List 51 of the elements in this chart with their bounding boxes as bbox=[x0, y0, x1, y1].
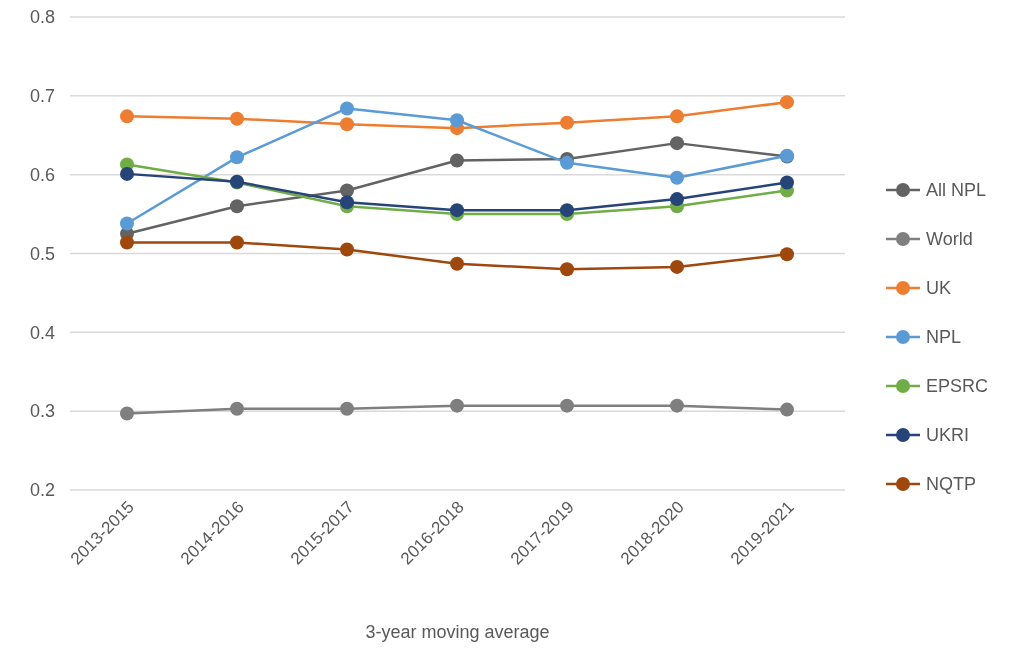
point bbox=[340, 401, 354, 416]
point bbox=[340, 183, 354, 198]
point bbox=[560, 262, 574, 277]
point bbox=[340, 242, 354, 257]
point bbox=[340, 195, 354, 210]
point bbox=[670, 109, 684, 124]
point bbox=[560, 398, 574, 413]
point bbox=[120, 406, 134, 421]
y-tick-label: 0.5 bbox=[29, 243, 55, 264]
point bbox=[450, 153, 464, 168]
point bbox=[780, 402, 794, 417]
point bbox=[230, 111, 244, 126]
point bbox=[670, 398, 684, 413]
point bbox=[560, 203, 574, 218]
legend-label: UK bbox=[926, 278, 952, 299]
point bbox=[780, 247, 794, 262]
y-tick-label: 0.3 bbox=[29, 401, 55, 422]
y-tick-label: 0.6 bbox=[29, 164, 55, 185]
point bbox=[670, 170, 684, 185]
point bbox=[120, 109, 134, 124]
y-tick-label: 0.2 bbox=[29, 480, 55, 501]
legend-label: UKRI bbox=[926, 425, 970, 446]
point bbox=[450, 256, 464, 271]
point bbox=[450, 203, 464, 218]
point bbox=[780, 175, 794, 190]
point bbox=[230, 150, 244, 165]
point bbox=[120, 216, 134, 231]
legend-label: NPL bbox=[926, 327, 962, 348]
point bbox=[230, 199, 244, 214]
point bbox=[670, 192, 684, 207]
point bbox=[450, 113, 464, 128]
point bbox=[670, 259, 684, 274]
point bbox=[780, 95, 794, 110]
point bbox=[340, 101, 354, 116]
y-tick-label: 0.8 bbox=[29, 7, 55, 28]
point bbox=[560, 115, 574, 130]
legend-label: NQTP bbox=[926, 474, 977, 495]
legend-label: All NPL bbox=[926, 180, 987, 201]
y-tick-label: 0.7 bbox=[29, 86, 55, 107]
y-tick-label: 0.4 bbox=[29, 322, 55, 343]
legend-label: World bbox=[926, 229, 973, 250]
point bbox=[120, 235, 134, 250]
point bbox=[340, 117, 354, 132]
point bbox=[230, 235, 244, 250]
point bbox=[120, 166, 134, 181]
point bbox=[230, 401, 244, 416]
x-axis-title: 3-year moving average bbox=[365, 622, 550, 642]
point bbox=[670, 136, 684, 151]
legend-label: EPSRC bbox=[926, 376, 989, 397]
point bbox=[560, 155, 574, 170]
point bbox=[450, 398, 464, 413]
